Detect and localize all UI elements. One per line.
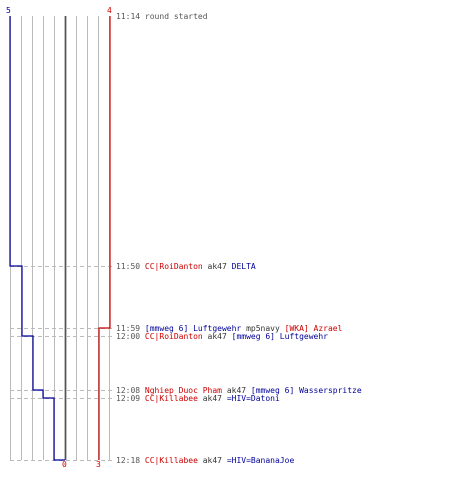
event-victim: =HIV=BananaJoe	[226, 456, 295, 465]
event-row: 11:50 CC|RoiDanton ak47 DELTA	[116, 262, 256, 271]
event-time: 12:18	[116, 456, 141, 465]
event-row: 12:08 Nghiep Duoc Pham ak47 [mmweg 6] Wa…	[116, 386, 362, 395]
blue-team-step-line	[9, 16, 65, 461]
event-time: 11:50	[116, 262, 141, 271]
event-weapon: ak47	[226, 386, 247, 395]
event-time: 11:59	[116, 324, 141, 333]
event-victim: DELTA	[231, 262, 256, 271]
event-weapon: mp5navy	[246, 324, 280, 333]
event-killer: CC|Killabee	[144, 394, 198, 403]
blue-end-count: 0	[62, 460, 67, 469]
event-killer: CC|RoiDanton	[144, 332, 203, 341]
red-start-count: 4	[107, 6, 112, 15]
red-end-count: 3	[96, 460, 101, 469]
event-victim: [WKA] Azrael	[284, 324, 343, 333]
event-row: 12:18 CC|Killabee ak47 =HIV=BananaJoe	[116, 456, 294, 465]
event-victim: [mmweg 6] Wasserspritze	[250, 386, 362, 395]
round-start-time: 11:14	[116, 12, 141, 21]
event-victim: =HIV=Datoni	[226, 394, 280, 403]
event-time: 12:08	[116, 386, 141, 395]
event-killer: Nghiep Duoc Pham	[144, 386, 222, 395]
event-victim: [mmweg 6] Luftgewehr	[231, 332, 328, 341]
round-start-line: 11:14 round started	[116, 12, 208, 21]
event-weapon: ak47	[207, 332, 227, 341]
event-weapon: ak47	[207, 262, 227, 271]
event-weapon: ak47	[202, 394, 222, 403]
event-weapon: ak47	[202, 456, 222, 465]
event-time: 12:00	[116, 332, 141, 341]
event-time: 12:09	[116, 394, 141, 403]
event-guide-lines	[10, 266, 113, 461]
event-killer: CC|RoiDanton	[144, 262, 203, 271]
event-row: 12:09 CC|Killabee ak47 =HIV=Datoni	[116, 394, 280, 403]
red-team-step-line	[98, 16, 111, 460]
event-killer: [mmweg 6] Luftgewehr	[144, 324, 242, 333]
event-row: 11:59 [mmweg 6] Luftgewehr mp5navy [WKA]…	[116, 324, 342, 333]
event-killer: CC|Killabee	[144, 456, 198, 465]
event-row: 12:00 CC|RoiDanton ak47 [mmweg 6] Luftge…	[116, 332, 328, 341]
grid-lines	[10, 16, 110, 460]
team-step-lines	[9, 16, 111, 461]
round-start-text: round started	[144, 12, 208, 21]
blue-start-count: 5	[6, 6, 11, 15]
